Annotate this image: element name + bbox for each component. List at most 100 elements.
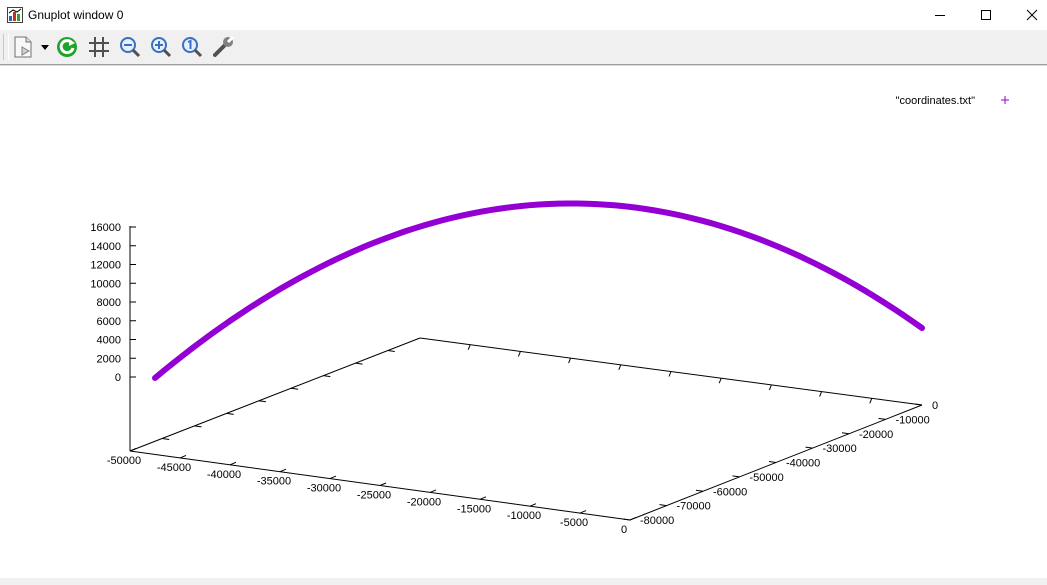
- z-tick-label: 0: [115, 372, 121, 384]
- y-tick-mark: [841, 432, 850, 435]
- toolbar: [0, 30, 1047, 65]
- back-right-tick: [869, 398, 873, 404]
- back-left-tick: [226, 412, 234, 415]
- zoom-reset-button[interactable]: [178, 33, 206, 61]
- back-left-edge: [129, 337, 421, 452]
- close-icon: [1026, 9, 1038, 21]
- z-tick-label: 2000: [97, 353, 121, 365]
- x-tick-label: -30000: [307, 483, 341, 495]
- z-tick-label: 12000: [90, 260, 121, 272]
- back-right-tick: [819, 391, 823, 397]
- x-tick-mark: [529, 503, 537, 507]
- y-tick-label: -80000: [640, 515, 674, 527]
- grid-icon: [89, 37, 109, 57]
- back-right-tick: [618, 364, 622, 370]
- back-left-tick: [194, 425, 202, 428]
- y-tick-label: -20000: [859, 429, 893, 441]
- back-left-tick: [323, 375, 331, 378]
- replot-button[interactable]: [53, 33, 81, 61]
- back-right-tick: [467, 344, 471, 350]
- plot-canvas: "coordinates.txt" 0 2000 4000 6000 8000 10000…: [90, 95, 1009, 536]
- copy-options-icon: [14, 36, 32, 58]
- zoom-out-icon: [120, 37, 141, 58]
- zoom-in-button[interactable]: [147, 33, 175, 61]
- y-tick-mark: [768, 461, 777, 463]
- data-series-coordinates: [152, 200, 925, 381]
- x-tick-mark: [579, 510, 587, 514]
- y-tick-mark: [695, 489, 704, 492]
- back-left-tick: [258, 400, 266, 403]
- y-tick-mark: [622, 518, 631, 521]
- z-tick-label: 10000: [90, 278, 121, 290]
- x-axis-ticks: -50000-45000-40000-35000-30000-25000-200…: [107, 448, 637, 536]
- x-tick-mark: [429, 489, 437, 493]
- plot-area[interactable]: "coordinates.txt" 0 2000 4000 6000 8000 10000…: [0, 66, 1047, 578]
- zoom-in-icon: [151, 37, 172, 58]
- z-tick-label: 14000: [90, 241, 121, 253]
- minimize-icon: [935, 15, 945, 16]
- y-tick-label: -50000: [750, 472, 784, 484]
- y-tick-mark: [914, 403, 923, 406]
- gnuplot-app-icon: [7, 7, 23, 23]
- wrench-icon: [213, 35, 235, 57]
- x-tick-label: -5000: [560, 517, 588, 529]
- chevron-down-icon: [41, 45, 49, 50]
- x-tick-label: 0: [621, 524, 627, 536]
- x-tick-label: -45000: [157, 462, 191, 474]
- zoom-reset-icon: [182, 37, 203, 58]
- x-tick-mark: [129, 448, 137, 452]
- back-edge-ticks: [162, 344, 873, 440]
- zoom-out-button[interactable]: [116, 33, 144, 61]
- z-tick-label: 16000: [90, 222, 121, 234]
- back-right-tick: [517, 351, 521, 357]
- z-tick-label: 6000: [97, 316, 121, 328]
- y-tick-label: -30000: [823, 443, 857, 455]
- x-tick-label: -20000: [407, 496, 441, 508]
- x-tick-label: -10000: [507, 510, 541, 522]
- copy-options-dropdown[interactable]: [38, 33, 52, 61]
- back-left-tick: [355, 362, 363, 365]
- x-tick-label: -35000: [257, 476, 291, 488]
- y-tick-label: -40000: [786, 458, 820, 470]
- x-tick-label: -40000: [207, 469, 241, 481]
- window-titlebar: Gnuplot window 0: [0, 0, 1047, 30]
- options-button[interactable]: [209, 33, 237, 61]
- z-axis: 0 2000 4000 6000 8000 10000 12000 14000 16000: [90, 222, 136, 451]
- y-tick-mark: [878, 417, 886, 420]
- window-title: Gnuplot window 0: [28, 8, 124, 22]
- y-tick-mark: [732, 475, 740, 478]
- x-tick-mark: [329, 475, 337, 480]
- x-tick-mark: [229, 461, 237, 466]
- x-tick-label: -25000: [357, 490, 391, 502]
- maximize-button[interactable]: [963, 0, 1009, 30]
- replot-icon: [57, 37, 77, 57]
- back-right-tick: [718, 378, 722, 384]
- close-button[interactable]: [1009, 0, 1047, 30]
- y-tick-label: -60000: [713, 486, 747, 498]
- x-tick-mark: [479, 496, 487, 500]
- base-frame: [129, 337, 923, 521]
- z-tick-label: 8000: [97, 297, 121, 309]
- back-right-tick: [668, 371, 672, 377]
- x-tick-mark: [279, 468, 287, 473]
- x-tick-label: -50000: [107, 455, 141, 467]
- grid-button[interactable]: [85, 33, 113, 61]
- legend-label: "coordinates.txt": [896, 95, 975, 107]
- back-right-tick: [568, 357, 572, 364]
- back-left-tick: [291, 387, 299, 390]
- y-axis-ticks: 0-10000-20000-30000-40000-50000-60000-70…: [622, 400, 938, 527]
- minimize-button[interactable]: [917, 0, 963, 30]
- y-tick-label: 0: [932, 400, 938, 412]
- y-tick-mark: [805, 446, 813, 449]
- copy-options-button[interactable]: [10, 33, 38, 61]
- x-tick-label: -15000: [457, 503, 491, 515]
- back-left-tick: [387, 350, 395, 353]
- toolbar-grip[interactable]: [3, 34, 9, 60]
- x-tick-mark: [179, 454, 187, 459]
- y-tick-mark: [659, 504, 667, 507]
- y-tick-label: -10000: [896, 414, 930, 426]
- back-left-tick: [162, 437, 170, 440]
- y-tick-label: -70000: [677, 501, 711, 513]
- x-tick-mark: [629, 517, 637, 521]
- maximize-icon: [981, 10, 991, 20]
